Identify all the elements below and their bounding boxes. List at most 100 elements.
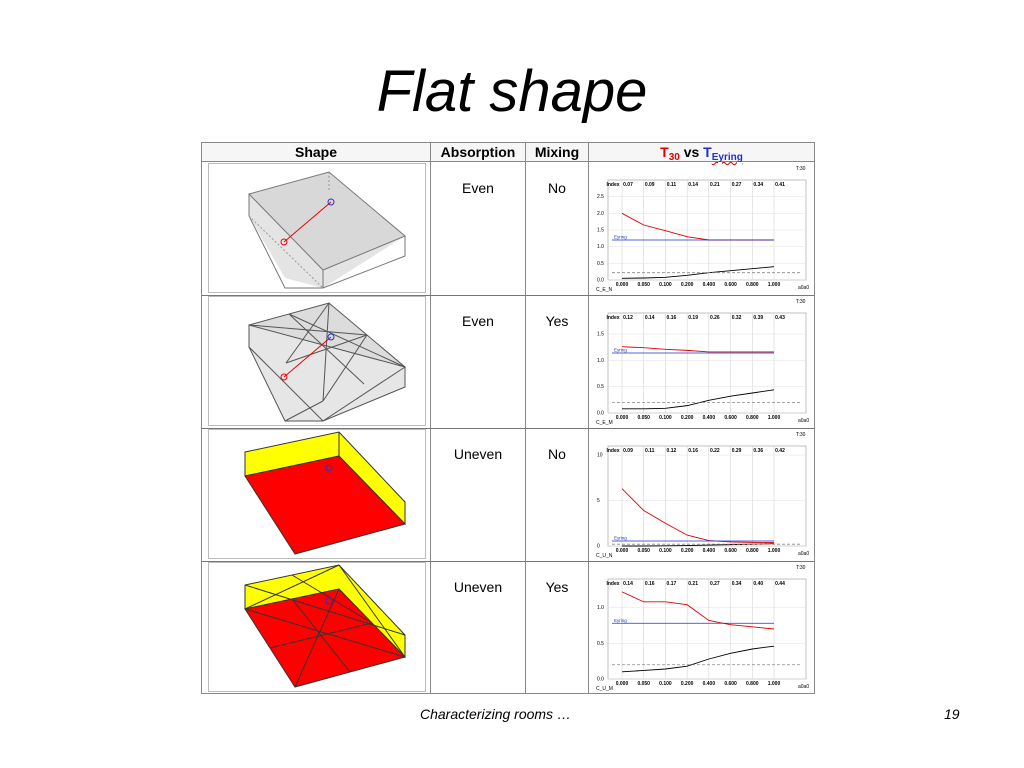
room-shape-uneven-mixing xyxy=(208,562,426,692)
box-absorber-image xyxy=(244,431,406,555)
x-unit-label: a0a0 xyxy=(798,418,809,424)
x-tick-label: 1.000 xyxy=(768,681,781,687)
corner-label: T:30 xyxy=(796,299,806,305)
plot-area xyxy=(607,578,807,680)
header-t30-sub: 30 xyxy=(668,152,680,163)
y-tick-label: 0.0 xyxy=(597,278,604,284)
x-tick-label: 0.800 xyxy=(746,681,759,687)
corner-label: T:30 xyxy=(796,432,806,438)
row4-absorption: Uneven xyxy=(453,579,503,595)
x-tick-label: 0.600 xyxy=(724,415,737,421)
index-label: 0.22 xyxy=(710,448,720,454)
series-label-eyring: Eyring xyxy=(614,235,627,240)
y-tick-label: 0.5 xyxy=(597,261,604,267)
corner-label: T:30 xyxy=(796,565,806,571)
row1-mixing: No xyxy=(548,180,566,196)
t30-eyring-plot: 1.0 0.5 0.0 Index 0.14 0.16 0.17 0.21 0.27 0.34 0.… xyxy=(596,565,809,691)
index-label: 0.34 xyxy=(732,581,742,587)
series-line xyxy=(622,389,775,410)
comparison-table: Shape Absorption Mixing T30 vs TEyring E… xyxy=(201,142,815,694)
index-label: 0.16 xyxy=(645,581,655,587)
x-tick-label: 0.000 xyxy=(616,282,629,288)
row4-mixing: Yes xyxy=(545,579,569,595)
index-label: 0.21 xyxy=(688,581,698,587)
index-label: 0.34 xyxy=(753,182,763,188)
index-label: 0.39 xyxy=(753,315,763,321)
y-tick-label: 0.0 xyxy=(597,411,604,417)
x-tick-label: 1.000 xyxy=(768,282,781,288)
index-label: 0.14 xyxy=(688,182,698,188)
room-shape-mixing xyxy=(208,296,426,426)
row-divider xyxy=(202,295,814,296)
row3-absorption: Uneven xyxy=(453,446,503,462)
x-tick-label: 0.800 xyxy=(746,415,759,421)
x-tick-label: 0.050 xyxy=(637,548,650,554)
series-label-eyring: Eyring xyxy=(614,348,627,353)
x-tick-label: 0.400 xyxy=(703,282,716,288)
index-label: 0.32 xyxy=(732,315,742,321)
series-line xyxy=(621,346,774,353)
box-wireframe-image xyxy=(248,171,406,289)
x-unit-label: a0a0 xyxy=(798,684,809,690)
x-tick-label: 0.600 xyxy=(724,681,737,687)
x-tick-label: 0.200 xyxy=(681,282,694,288)
y-tick-label: 1.5 xyxy=(597,332,604,338)
x-tick-label: 0.200 xyxy=(681,415,694,421)
index-label: 0.40 xyxy=(753,581,763,587)
index-label: 0.44 xyxy=(775,581,785,587)
row2-absorption: Even xyxy=(462,313,494,329)
y-tick-label: 1.5 xyxy=(597,228,604,234)
footer-caption: Characterizing rooms … xyxy=(420,706,571,722)
chart-id-label: C_U_N xyxy=(596,553,613,558)
index-label: 0.41 xyxy=(775,182,785,188)
plot-area xyxy=(607,312,807,414)
chart-id-label: C_U_M xyxy=(596,686,613,691)
index-label: 0.16 xyxy=(688,448,698,454)
header-absorption: Absorption xyxy=(431,143,525,162)
header-t30-vs-eyring: T30 vs TEyring xyxy=(589,143,814,163)
t30-eyring-plot: 1.5 1.0 0.5 0.0 Index 0.12 0.14 0.16 0.19 0.26 0.3… xyxy=(596,299,809,425)
x-tick-label: 0.200 xyxy=(681,548,694,554)
row1-absorption: Even xyxy=(462,180,494,196)
index-label: 0.29 xyxy=(732,448,742,454)
row-divider xyxy=(202,428,814,429)
t30-eyring-plot: 2.5 2.0 1.5 1.0 0.5 0.0 Index 0.07 0.09 0.11 0.14 0… xyxy=(596,166,809,292)
slide-title: Flat shape xyxy=(376,59,648,124)
y-tick-label: 10 xyxy=(597,453,603,459)
x-tick-label: 0.000 xyxy=(616,681,629,687)
x-tick-label: 0.200 xyxy=(681,681,694,687)
index-label: 0.14 xyxy=(623,581,633,587)
column-divider xyxy=(430,143,431,693)
index-label: 0.43 xyxy=(775,315,785,321)
index-label: 0.17 xyxy=(667,581,677,587)
row3-mixing: No xyxy=(548,446,566,462)
series-label-eyring: Eyring xyxy=(614,536,627,541)
chart-id-label: C_E_N xyxy=(596,287,613,292)
x-tick-label: 0.400 xyxy=(703,415,716,421)
y-tick-label: 2.5 xyxy=(597,194,604,200)
x-tick-label: 0.050 xyxy=(637,282,650,288)
x-unit-label: a0a0 xyxy=(798,551,809,557)
header-eyring-letter: T xyxy=(703,144,712,160)
series-line xyxy=(621,488,775,543)
index-label: 0.09 xyxy=(645,182,655,188)
index-label: 0.26 xyxy=(710,315,720,321)
index-label: 0.11 xyxy=(667,182,677,188)
page-number: 19 xyxy=(944,706,960,722)
room-shape-plain xyxy=(208,163,426,293)
y-tick-label: 1.0 xyxy=(597,358,604,364)
x-tick-label: 0.800 xyxy=(746,282,759,288)
x-tick-label: 0.400 xyxy=(703,681,716,687)
index-label: 0.42 xyxy=(775,448,785,454)
t30-eyring-plot: 10 5 0 Index 0.09 0.11 0.12 0.16 0.22 0.29 0.36 0.4… xyxy=(596,432,809,558)
column-divider xyxy=(525,143,526,693)
index-label: Index xyxy=(606,448,619,454)
box-mesh-image xyxy=(248,302,406,422)
y-tick-label: 0.0 xyxy=(597,677,604,683)
series-line xyxy=(621,645,775,673)
x-unit-label: a0a0 xyxy=(798,285,809,291)
box-absorber-mesh-image xyxy=(244,564,406,688)
y-tick-label: 0.5 xyxy=(597,384,604,390)
series-line xyxy=(621,266,775,279)
y-tick-label: 1.0 xyxy=(597,244,604,250)
